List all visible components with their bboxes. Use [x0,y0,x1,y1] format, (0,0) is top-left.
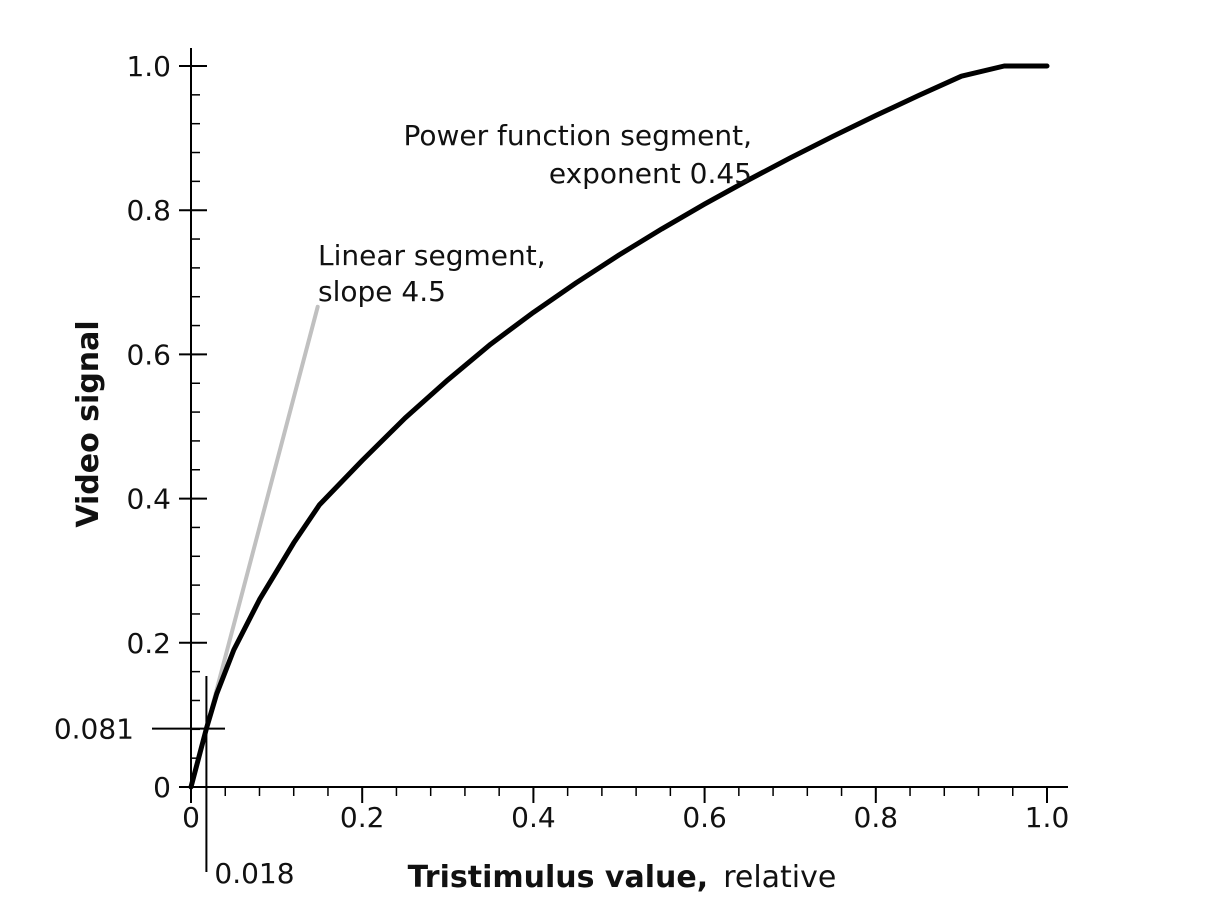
y-tick-label: 0.6 [126,338,171,371]
knee-y-label: 0.081 [54,713,134,746]
y-tick-label: 0.2 [126,627,171,660]
x-axis-title: Tristimulus value, relative [408,860,837,895]
x-tick-label: 1.0 [1025,801,1070,834]
y-tick-label: 0.8 [126,194,171,227]
y-tick-label: 0.4 [126,483,171,516]
annotation-line: Power function segment, [403,119,752,152]
annotation-line: slope 4.5 [318,275,446,308]
annotation-line: exponent 0.45 [549,157,752,190]
annotation-linear-segment: Linear segment, slope 4.5 [318,239,546,308]
y-tick-label: 1.0 [126,50,171,83]
x-tick-label: 0 [182,801,200,834]
annotation-line: Linear segment, [318,239,546,272]
y-tick-labels: 0 0.2 0.4 0.6 0.8 1.0 [126,50,171,804]
y-axis-title: Video signal [71,320,106,527]
major-ticks [179,65,1048,803]
x-tick-label: 0.2 [340,801,385,834]
x-tick-label: 0.6 [682,801,727,834]
x-tick-label: 0.4 [511,801,556,834]
x-tick-label: 0.8 [854,801,899,834]
annotation-power-segment: Power function segment, exponent 0.45 [403,119,752,190]
x-axis-title-bold: Tristimulus value, [408,860,708,895]
y-tick-label: 0 [153,771,171,804]
x-tick-labels: 0 0.2 0.4 0.6 0.8 1.0 [182,801,1069,834]
x-axis-title-normal: relative [723,860,836,895]
annotations: Linear segment, slope 4.5 Power function s… [318,119,752,308]
transfer-curve [188,63,1050,790]
knee-x-label: 0.018 [214,857,294,890]
